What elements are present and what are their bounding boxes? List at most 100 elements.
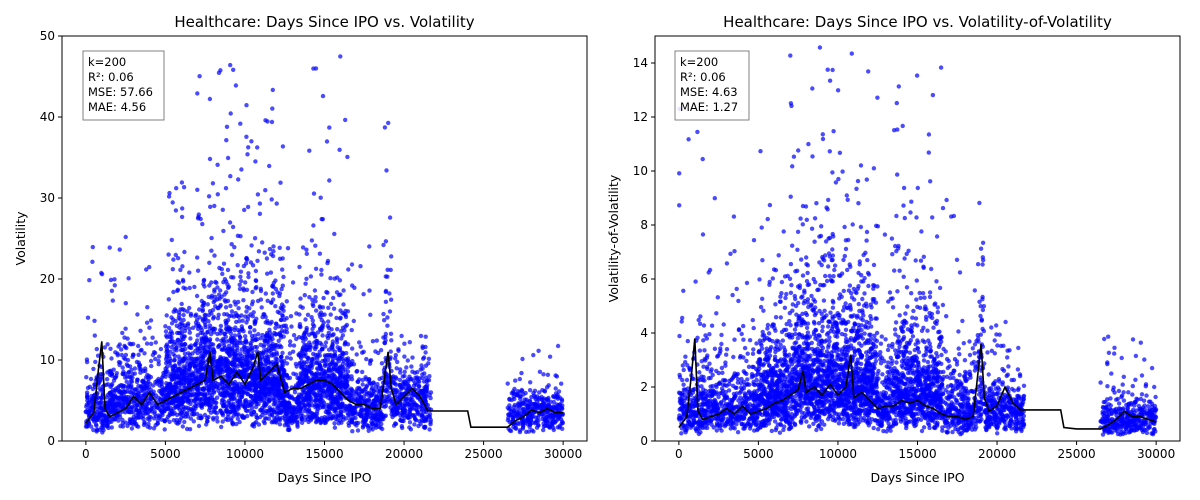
x-tick-label: 5000 [150, 447, 181, 461]
scatter-point [174, 341, 180, 346]
scatter-point [317, 304, 322, 309]
x-tick-label: 20000 [385, 447, 423, 461]
scatter-point [239, 361, 244, 366]
scatter-point [221, 347, 226, 352]
scatter-point [257, 201, 263, 206]
scatter-point [176, 375, 181, 380]
scatter-point [392, 381, 398, 386]
scatter-point [396, 348, 401, 353]
scatter-point [273, 419, 279, 424]
scatter-point [225, 282, 230, 287]
scatter-point [383, 239, 389, 244]
scatter-point [199, 327, 205, 333]
scatter-point [159, 389, 164, 395]
scatter-point [320, 346, 325, 352]
scatter-point [531, 401, 536, 407]
scatter-point [237, 399, 243, 404]
scatter-point [134, 359, 140, 365]
scatter-point [232, 245, 237, 250]
scatter-point [386, 120, 391, 126]
scatter-point [244, 103, 249, 108]
scatter-point [218, 408, 223, 413]
scatter-point [334, 315, 339, 321]
scatter-point [110, 405, 116, 410]
scatter-point [274, 201, 279, 206]
scatter-point [167, 419, 172, 424]
scatter-point [212, 203, 217, 209]
scatter-point [176, 360, 182, 365]
scatter-point [253, 159, 258, 164]
scatter-point [181, 312, 186, 318]
scatter-point [158, 397, 163, 402]
scatter-point [238, 121, 243, 126]
scatter-point [217, 304, 223, 309]
scatter-point [261, 419, 266, 424]
scatter-point [340, 381, 345, 386]
scatter-point [267, 163, 272, 169]
scatter-point [231, 381, 236, 387]
scatter-point [423, 350, 428, 355]
scatter-point [203, 396, 209, 402]
scatter-point [221, 280, 226, 285]
x-tick-label: 30000 [544, 447, 582, 461]
scatter-point [177, 380, 182, 385]
scatter-point [260, 240, 265, 245]
scatter-point [245, 204, 251, 210]
scatter-point [195, 255, 200, 260]
scatter-point [93, 359, 98, 365]
scatter-point [303, 317, 308, 322]
scatter-point [120, 424, 126, 429]
scatter-point [400, 381, 406, 386]
scatter-point [237, 419, 242, 425]
scatter-point [231, 67, 236, 73]
scatter-point [183, 286, 188, 291]
scatter-point [238, 269, 244, 274]
scatter-point [284, 355, 290, 360]
stats-box: k=200 R²: 0.06 MSE: 57.66 MAE: 4.56 [82, 50, 165, 121]
scatter-point [345, 383, 350, 388]
scatter-point [252, 393, 257, 399]
scatter-point [211, 299, 216, 305]
scatter-point [223, 326, 229, 331]
scatter-point [253, 278, 258, 283]
scatter-point [363, 399, 368, 404]
scatter-point [385, 315, 390, 320]
scatter-points [83, 54, 566, 435]
scatter-point [280, 350, 285, 356]
scatter-point [405, 358, 410, 363]
scatter-point [250, 289, 255, 295]
scatter-point [195, 333, 200, 338]
scatter-point [251, 379, 256, 384]
scatter-point [350, 346, 355, 351]
scatter-point [204, 338, 209, 343]
scatter-point [211, 390, 217, 395]
x-tick-label: 15000 [305, 447, 343, 461]
scatter-point [123, 375, 128, 380]
scatter-point [259, 305, 264, 310]
scatter-point [164, 406, 169, 411]
scatter-point [237, 334, 243, 340]
scatter-point [110, 298, 116, 303]
scatter-point [369, 382, 374, 387]
scatter-point [231, 314, 237, 319]
scatter-point [142, 351, 147, 356]
scatter-point [531, 352, 536, 358]
scatter-point [246, 384, 251, 389]
scatter-point [290, 349, 296, 354]
scatter-point [195, 326, 201, 332]
scatter-point [394, 389, 399, 395]
scatter-point [249, 302, 255, 307]
scatter-point [314, 413, 319, 419]
scatter-point [545, 372, 551, 377]
scatter-point [175, 256, 181, 261]
scatter-point [313, 66, 319, 71]
scatter-point [201, 303, 206, 308]
scatter-point [148, 407, 153, 412]
scatter-point [200, 221, 205, 227]
scatter-point [341, 288, 346, 293]
scatter-point [174, 384, 179, 389]
scatter-point [223, 404, 228, 409]
scatter-point [96, 404, 101, 409]
scatter-point [287, 395, 293, 400]
scatter-point [273, 321, 279, 326]
